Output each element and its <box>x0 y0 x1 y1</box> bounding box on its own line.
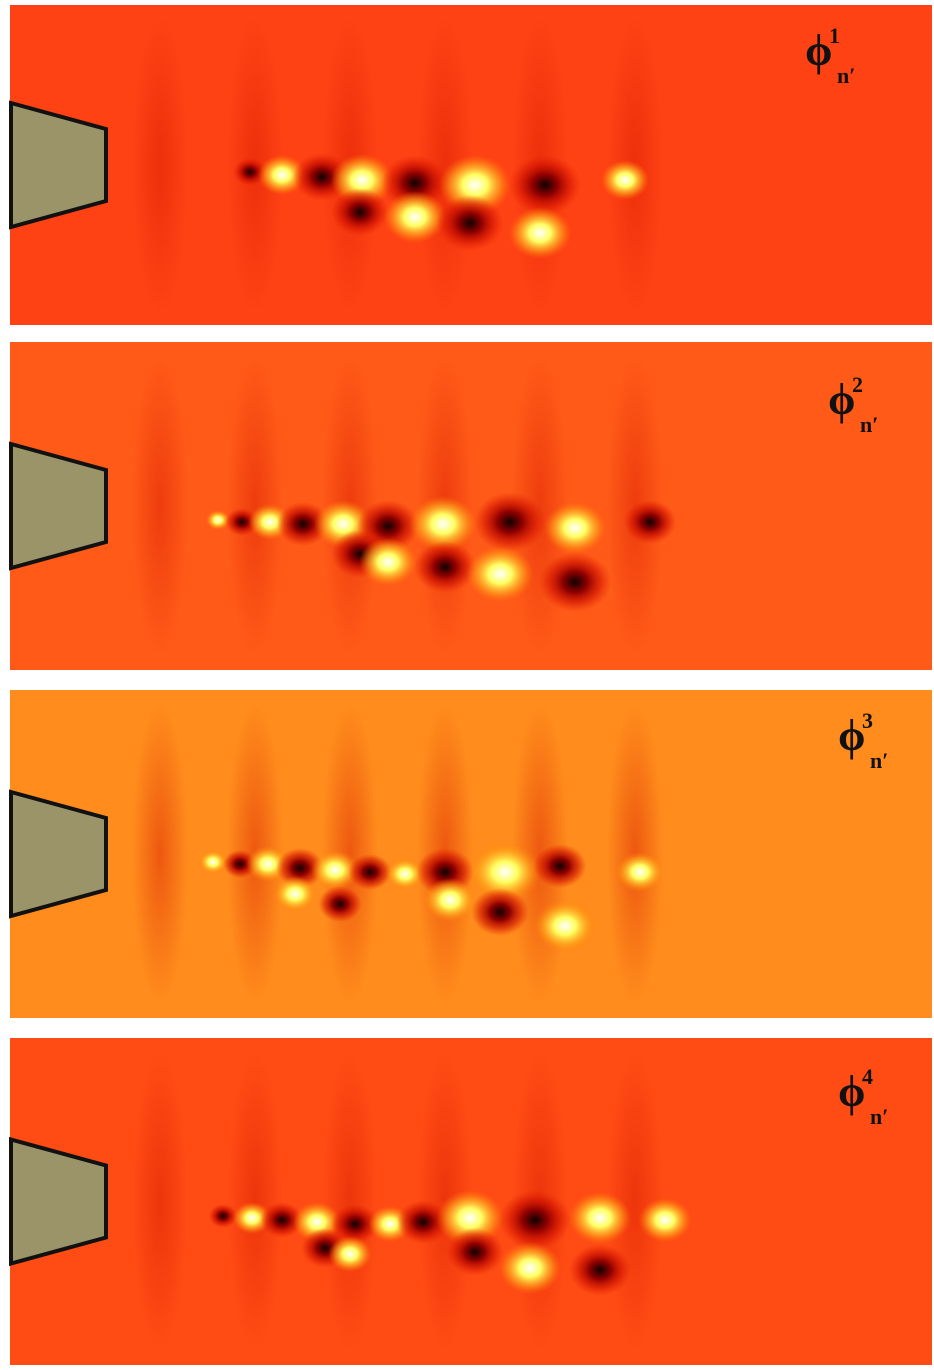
field-band <box>132 704 188 1004</box>
mode-subscript: n′ <box>870 748 888 773</box>
dark-lobe <box>499 1190 571 1250</box>
dark-lobe <box>624 500 677 544</box>
dark-lobe <box>509 155 581 215</box>
light-lobe <box>328 1236 371 1272</box>
light-lobe <box>199 850 228 874</box>
mode-superscript: 3 <box>862 708 873 733</box>
figure: ϕ1n′ϕ2n′ϕ3n′ϕ4n′ <box>0 0 934 1370</box>
panel: ϕ1n′ <box>10 5 932 325</box>
dark-lobe <box>318 886 361 922</box>
light-lobe <box>544 502 606 554</box>
light-lobe <box>639 1198 692 1242</box>
light-lobe <box>499 1242 561 1294</box>
dark-lobe <box>436 195 503 251</box>
light-lobe <box>359 538 417 586</box>
light-lobe <box>273 876 316 912</box>
mode-subscript: n′ <box>837 63 855 88</box>
dark-lobe <box>414 541 476 593</box>
panel: ϕ3n′ <box>10 690 932 1018</box>
light-lobe <box>601 160 649 200</box>
mode-superscript: 2 <box>852 372 863 397</box>
dark-lobe <box>471 888 529 936</box>
light-lobe <box>569 1192 631 1244</box>
dark-lobe <box>348 854 391 890</box>
dark-lobe <box>446 1228 504 1276</box>
mode-subscript: n′ <box>870 1104 888 1129</box>
mode-superscript: 1 <box>829 23 840 48</box>
dark-lobe <box>539 552 611 612</box>
light-lobe <box>534 900 596 952</box>
dark-lobe <box>534 844 587 888</box>
mode-subscript: n′ <box>860 412 878 437</box>
field-band <box>227 1052 283 1352</box>
field-band <box>322 1052 378 1352</box>
field-band <box>132 15 188 315</box>
field-band <box>132 1052 188 1352</box>
field-band <box>132 356 188 656</box>
dark-lobe <box>569 1244 631 1296</box>
light-lobe <box>616 852 664 892</box>
light-lobe <box>466 546 533 602</box>
panel: ϕ2n′ <box>10 342 932 670</box>
page: ϕ1n′ϕ2n′ϕ3n′ϕ4n′ (() => { const data = J… <box>0 0 934 1370</box>
light-lobe <box>424 878 477 922</box>
panel: ϕ4n′ <box>10 1038 932 1365</box>
mode-superscript: 4 <box>862 1064 873 1089</box>
dark-lobe <box>331 188 389 236</box>
light-lobe <box>384 191 446 243</box>
light-lobe <box>509 207 571 259</box>
dark-lobe <box>474 492 546 552</box>
